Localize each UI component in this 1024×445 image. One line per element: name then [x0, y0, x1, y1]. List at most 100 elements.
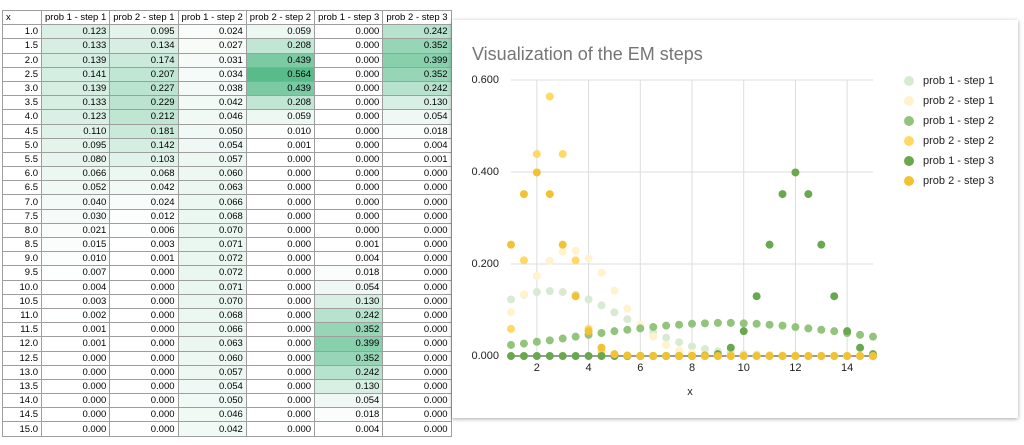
row: 7.0 0.040 0.024 0.066 0.000 0.000 0.000: [2, 194, 452, 210]
value-cell: 0.399: [382, 52, 452, 68]
value-cell: 0.000: [382, 180, 452, 196]
value-cell: 0.000: [314, 194, 384, 210]
value-cell: 0.000: [245, 336, 316, 352]
value-cell: 0.059: [245, 109, 316, 125]
x-cell: 3.0: [2, 80, 42, 97]
point: [519, 352, 528, 360]
x-cell: 2.0: [2, 52, 42, 68]
value-cell: 0.000: [382, 222, 452, 239]
point: [532, 271, 541, 280]
point: [791, 168, 800, 177]
row: 1.5 0.133 0.134 0.027 0.208 0.000 0.352: [2, 38, 452, 54]
value-cell: 0.066: [40, 166, 111, 182]
value-cell: 0.000: [382, 293, 452, 309]
x-cell: 13.0: [2, 364, 42, 380]
point: [545, 92, 554, 101]
point: [532, 150, 541, 159]
value-cell: 0.000: [40, 393, 111, 409]
point: [532, 288, 541, 297]
x-cell: 1.5: [2, 38, 42, 54]
value-cell: 0.000: [245, 166, 316, 182]
value-cell: 0.068: [177, 208, 247, 224]
value-cell: 0.046: [177, 109, 247, 125]
value-cell: 0.057: [177, 151, 247, 168]
row: 6.5 0.052 0.042 0.063 0.000 0.000 0.000: [2, 180, 452, 196]
value-cell: 0.000: [109, 393, 179, 409]
row: 13.0 0.000 0.000 0.057 0.000 0.242 0.000: [2, 364, 452, 380]
point: [765, 240, 774, 249]
point: [830, 327, 839, 336]
row: 7.5 0.030 0.012 0.068 0.000 0.000 0.000: [2, 208, 452, 224]
x-cell: 8.5: [2, 236, 42, 253]
x-cell: 8.0: [2, 222, 42, 239]
value-cell: 0.000: [109, 407, 179, 423]
row: 5.0 0.095 0.142 0.054 0.001 0.000 0.004: [2, 137, 452, 153]
value-cell: 0.071: [177, 236, 247, 253]
value-cell: 0.042: [109, 180, 179, 196]
value-cell: 0.030: [40, 208, 111, 224]
row: 14.5 0.000 0.000 0.046 0.000 0.018 0.000: [2, 407, 452, 423]
x-tick-label: 8: [689, 362, 695, 374]
row: 15.0 0.000 0.000 0.042 0.000 0.004 0.000: [2, 421, 452, 437]
point: [726, 343, 735, 352]
value-cell: 0.000: [314, 137, 384, 153]
value-cell: 0.227: [109, 80, 179, 97]
point: [610, 286, 619, 295]
legend-swatch: [904, 176, 914, 186]
point: [791, 323, 800, 332]
value-cell: 0.133: [40, 38, 111, 54]
point: [571, 246, 580, 255]
point: [597, 329, 606, 337]
value-cell: 0.000: [109, 307, 179, 324]
point: [507, 295, 515, 304]
x-cell: 2.5: [2, 66, 42, 82]
value-cell: 0.054: [177, 137, 247, 153]
value-cell: 0.000: [314, 66, 384, 82]
value-cell: 0.242: [382, 80, 452, 97]
legend-label: prob 2 - step 1: [923, 95, 994, 107]
header-cell: prob 2 - step 1: [109, 9, 179, 26]
point: [545, 287, 554, 296]
value-cell: 0.001: [40, 322, 111, 338]
legend-label: prob 1 - step 2: [923, 115, 994, 127]
header-row: x prob 1 - step 1 prob 2 - step 1 prob 1 - …: [2, 9, 452, 26]
value-cell: 0.095: [109, 24, 179, 40]
point: [649, 352, 658, 360]
point: [675, 338, 684, 347]
point: [778, 190, 787, 199]
value-cell: 0.054: [314, 279, 384, 295]
value-cell: 0.000: [382, 265, 452, 281]
value-cell: 0.000: [314, 151, 384, 168]
point: [700, 319, 709, 328]
x-cell: 4.5: [2, 123, 42, 139]
point: [726, 318, 735, 327]
value-cell: 0.000: [245, 194, 316, 210]
value-cell: 0.000: [245, 407, 316, 423]
x-cell: 1.0: [2, 24, 42, 40]
legend-swatch: [904, 96, 914, 106]
x-cell: 10.5: [2, 293, 42, 309]
x-cell: 11.5: [2, 322, 42, 338]
value-cell: 0.068: [177, 307, 247, 324]
point: [584, 327, 593, 336]
value-cell: 0.024: [109, 194, 179, 210]
x-tick-label: 12: [789, 362, 801, 374]
x-tick-label: 4: [586, 362, 592, 374]
value-cell: 0.054: [177, 378, 247, 395]
value-cell: 0.000: [40, 350, 111, 366]
point: [752, 292, 761, 301]
chart: Visualization of the EM steps x 0.000 0.2…: [471, 44, 994, 398]
value-cell: 0.060: [177, 350, 247, 366]
point: [739, 319, 748, 328]
value-cell: 0.000: [382, 336, 452, 352]
value-cell: 0.071: [177, 279, 247, 295]
point: [869, 352, 877, 360]
value-cell: 0.242: [314, 307, 384, 324]
value-cell: 0.000: [382, 279, 452, 295]
point: [713, 352, 722, 360]
value-cell: 0.000: [382, 364, 452, 380]
row: 13.5 0.000 0.000 0.054 0.000 0.130 0.000: [2, 378, 452, 395]
value-cell: 0.000: [382, 208, 452, 224]
value-cell: 0.000: [245, 322, 316, 338]
point: [752, 352, 761, 360]
